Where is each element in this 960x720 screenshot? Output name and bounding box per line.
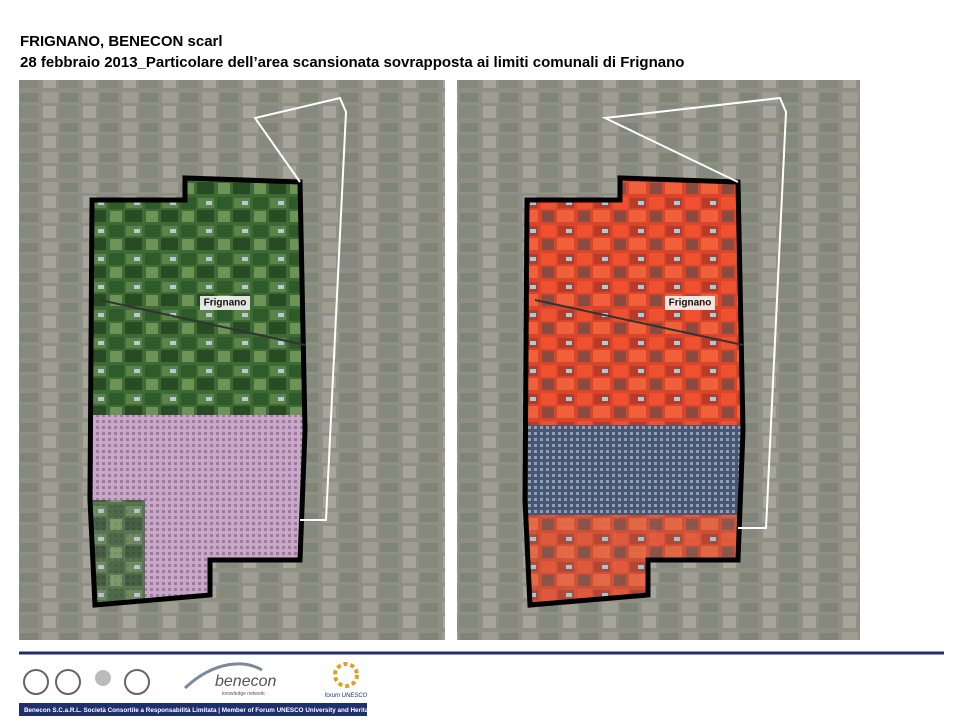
subtitle: 28 febbraio 2013_Particolare dell’area s… — [20, 54, 684, 71]
logo-text: benecon — [215, 673, 276, 690]
logo-subtext: knowledge network — [222, 691, 265, 697]
map-label: Frignano — [669, 298, 712, 309]
footer-bar — [19, 703, 367, 716]
logos: benecon knowledge network forum UNESCO — [23, 662, 368, 699]
footer-text: Benecon S.C.a.R.L. Società Consortile a … — [24, 707, 376, 714]
map-label: Frignano — [204, 298, 247, 309]
map-right: Frignano — [457, 80, 860, 640]
forum-text: forum UNESCO — [325, 693, 368, 699]
map-left: Frignano — [19, 80, 445, 640]
title: FRIGNANO, BENECON scarl — [20, 33, 223, 50]
